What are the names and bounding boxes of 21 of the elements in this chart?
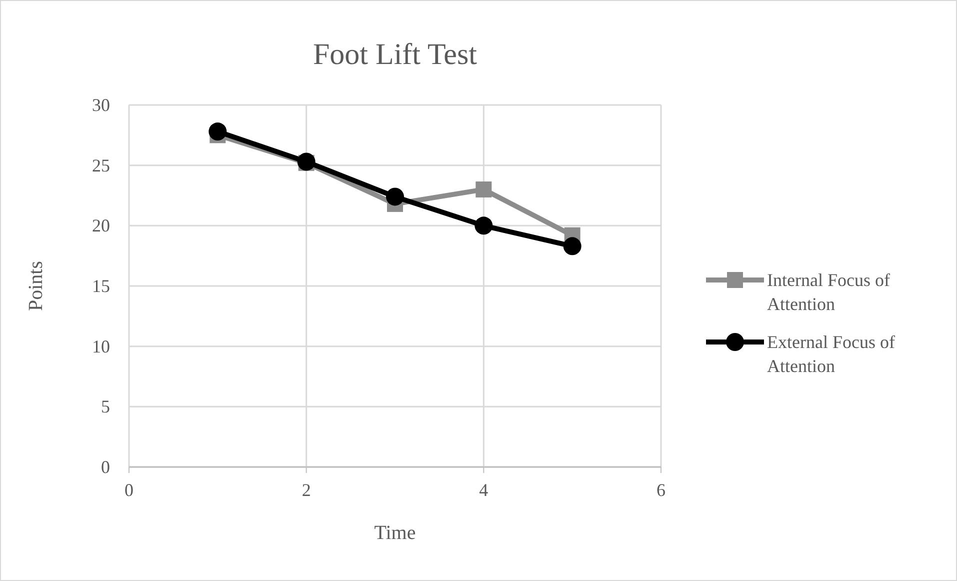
- y-axis-title: Points: [25, 260, 47, 312]
- legend-label: Internal Focus of Attention: [767, 270, 890, 314]
- point: [476, 181, 492, 198]
- y-tick-label: 30: [92, 95, 110, 115]
- legend-label: External Focus of Attention: [767, 332, 895, 376]
- x-tick-label: 6: [656, 480, 666, 500]
- x-tick-label: 0: [124, 480, 134, 500]
- point: [386, 188, 404, 206]
- point: [563, 237, 582, 256]
- x-tick-label: 2: [302, 480, 311, 500]
- point: [474, 216, 493, 235]
- y-tick-label: 0: [101, 457, 110, 477]
- y-tick-label: 10: [92, 336, 110, 356]
- y-tick-label: 20: [92, 216, 110, 236]
- x-axis-title: Time: [374, 522, 416, 544]
- x-tick-label: 4: [479, 480, 488, 500]
- point: [208, 122, 227, 141]
- y-tick-label: 25: [92, 155, 110, 176]
- y-tick-label: 15: [92, 276, 110, 296]
- y-tick-label: 5: [101, 396, 110, 417]
- chart-title: Foot Lift Test: [312, 38, 478, 71]
